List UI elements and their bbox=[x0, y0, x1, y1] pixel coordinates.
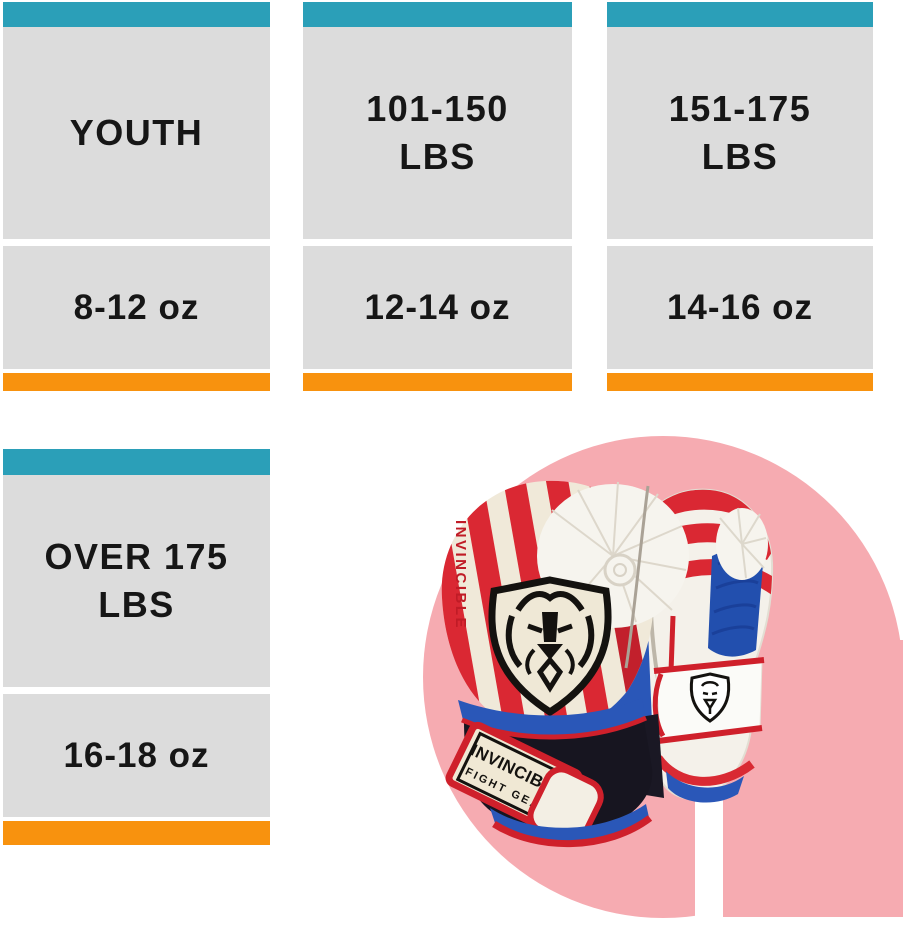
teal-bar bbox=[3, 2, 270, 27]
card-divider bbox=[3, 369, 270, 373]
cuff: INVINCIBLE FIGHT GEAR bbox=[445, 698, 653, 847]
boxing-gloves-photo: INVINCIBLE INVINCIBLE FIGHT GEAR bbox=[441, 480, 774, 847]
glove-size-label: 14-16 oz bbox=[666, 287, 814, 327]
glove-size-panel: 8-12 oz bbox=[3, 246, 270, 369]
card-divider bbox=[303, 239, 572, 246]
left-glove: INVINCIBLE INVINCIBLE FIGHT GEAR bbox=[441, 480, 689, 847]
orange-bar bbox=[3, 821, 270, 845]
orange-bar bbox=[303, 373, 572, 391]
size-card-101-150: 101-150 LBS 12-14 oz bbox=[303, 2, 572, 391]
weight-class-label: 101-150 bbox=[366, 88, 509, 129]
right-glove-strap bbox=[652, 657, 765, 744]
weight-class-label-line2: LBS bbox=[701, 136, 779, 177]
glove-size-label: 8-12 oz bbox=[73, 287, 200, 327]
size-card-youth: YOUTH 8-12 oz bbox=[3, 2, 270, 391]
teal-bar bbox=[607, 2, 873, 27]
glove-size-panel: 16-18 oz bbox=[3, 694, 270, 817]
weight-class-panel: 151-175 LBS bbox=[607, 27, 873, 239]
glove-size-panel: 14-16 oz bbox=[607, 246, 873, 369]
size-card-over-175: OVER 175 LBS 16-18 oz bbox=[3, 449, 270, 845]
card-divider bbox=[3, 239, 270, 246]
glove-red-trim bbox=[654, 755, 755, 786]
teal-bar bbox=[303, 2, 572, 27]
glove-size-panel: 12-14 oz bbox=[303, 246, 572, 369]
weight-class-label: OVER 175 bbox=[44, 536, 229, 577]
weight-class-label-line2: LBS bbox=[98, 584, 175, 625]
weight-class-panel: 101-150 LBS bbox=[303, 27, 572, 239]
weight-class-panel: YOUTH bbox=[3, 27, 270, 239]
card-divider bbox=[3, 687, 270, 694]
orange-bar bbox=[607, 373, 873, 391]
teal-bar bbox=[3, 449, 270, 475]
weight-class-panel: OVER 175 LBS bbox=[3, 475, 270, 687]
card-divider bbox=[3, 817, 270, 821]
card-divider bbox=[607, 239, 873, 246]
lion-shield-logo bbox=[488, 576, 612, 717]
glove-size-label: 12-14 oz bbox=[364, 287, 511, 327]
glove-side-text: INVINCIBLE bbox=[452, 520, 469, 630]
card-divider bbox=[303, 369, 572, 373]
glove-size-label: 16-18 oz bbox=[63, 735, 210, 775]
weight-class-label: YOUTH bbox=[69, 112, 204, 153]
lion-shield-logo-small bbox=[689, 672, 731, 723]
right-glove bbox=[623, 488, 774, 803]
size-card-151-175: 151-175 LBS 14-16 oz bbox=[607, 2, 873, 391]
card-divider bbox=[607, 369, 873, 373]
weight-class-label-line2: LBS bbox=[399, 136, 476, 177]
weight-class-label: 151-175 bbox=[668, 88, 812, 129]
orange-bar bbox=[3, 373, 270, 391]
